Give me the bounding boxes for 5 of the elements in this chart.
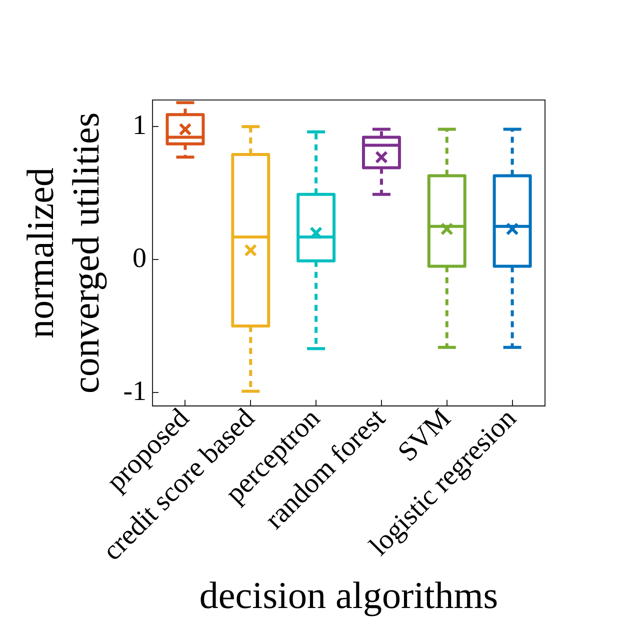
y-axis-title: normalized converged utilities	[20, 112, 108, 394]
y-tick-label: 0	[132, 242, 147, 274]
x-axis-title: decision algorithms	[199, 575, 498, 618]
y-tick-label: 1	[132, 110, 147, 141]
y-tick-label: -1	[123, 376, 147, 407]
